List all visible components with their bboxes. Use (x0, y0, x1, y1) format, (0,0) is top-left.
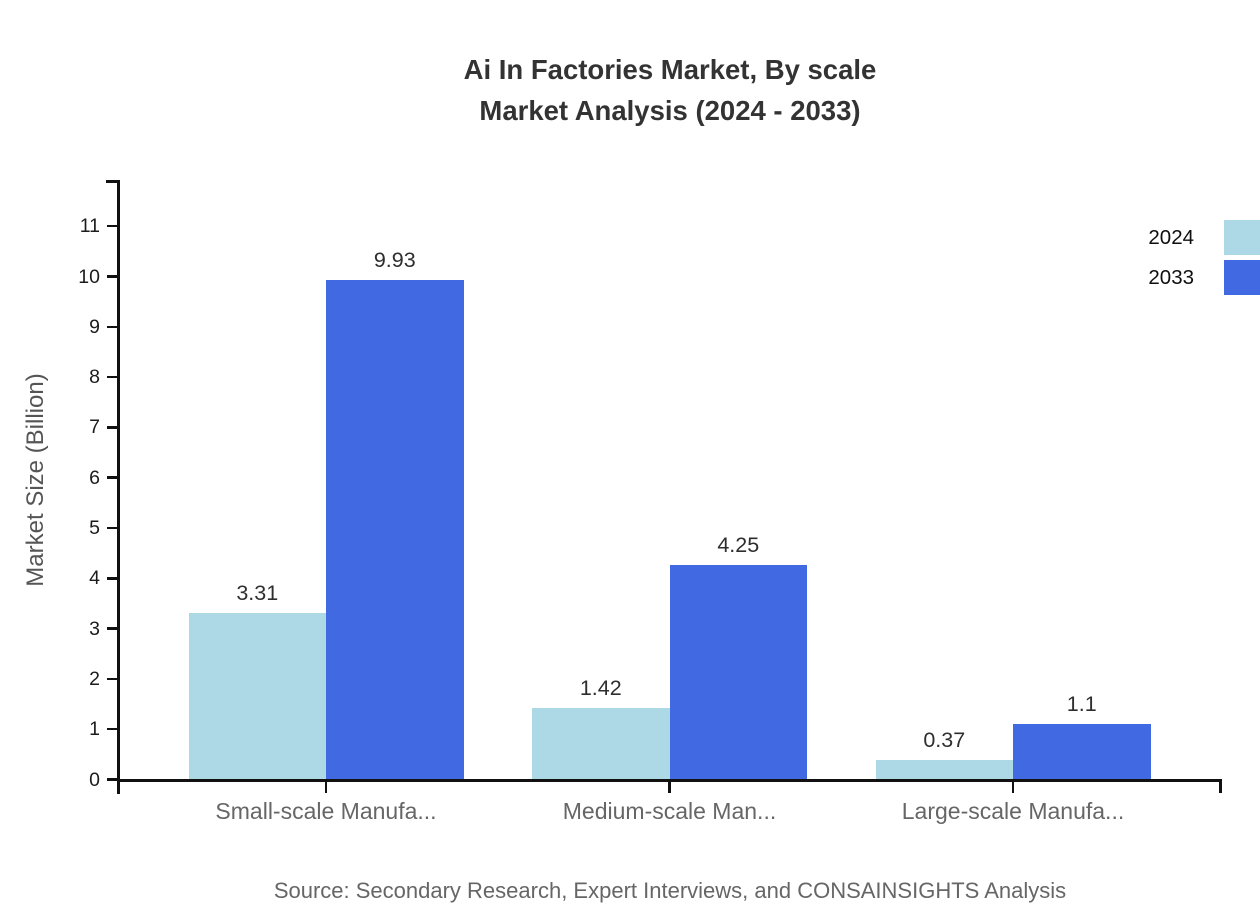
bar-value-label: 0.37 (923, 728, 966, 753)
y-axis-line (117, 180, 120, 794)
y-tick-label: 1 (89, 718, 100, 741)
y-tick-label: 7 (89, 416, 100, 439)
y-tick-mark (107, 577, 118, 580)
bar-2024-2 (532, 707, 670, 779)
bar-value-label: 1.42 (579, 675, 622, 700)
y-axis-end-tick (106, 180, 117, 183)
legend-swatch (1224, 260, 1260, 295)
y-tick-label: 2 (89, 667, 100, 690)
bar-value-label: 9.93 (373, 247, 416, 272)
x-category-label: Small-scale Manufa... (215, 798, 437, 824)
y-axis-title: Market Size (Billion) (22, 373, 49, 587)
y-tick-mark (107, 275, 118, 278)
x-category-label: Large-scale Manufa... (901, 798, 1125, 824)
y-tick-label: 0 (89, 768, 100, 791)
legend-label: 2033 (1148, 265, 1194, 289)
y-tick-label: 8 (89, 366, 100, 389)
bar-2024-3 (875, 760, 1013, 779)
x-axis-end-tick (1219, 779, 1222, 793)
x-tick-mark (1011, 779, 1015, 793)
x-tick-mark (668, 779, 671, 793)
bar-2033-1 (326, 279, 464, 779)
plot-area: 0 1 2 3 4 5 6 7 8 9 10 11 3.31 9.93 Small-scale Manufa… (78, 179, 1222, 824)
y-tick-label: 11 (79, 215, 100, 238)
bar-value-label: 3.31 (236, 580, 279, 605)
bar-value-label: 4.25 (717, 533, 760, 558)
legend-label: 2024 (1148, 225, 1194, 249)
y-tick-label: 4 (89, 567, 100, 590)
y-tick-mark (107, 727, 118, 731)
y-tick-mark (107, 526, 118, 530)
bar-value-label: 1.1 (1066, 691, 1097, 716)
legend-item-2033: 2033 (1148, 260, 1260, 295)
x-category-label: Medium-scale Man... (562, 798, 777, 824)
y-tick-mark (107, 325, 118, 329)
source-note: Source: Secondary Research, Expert Inter… (273, 878, 1067, 903)
legend: 2024 2033 (1148, 220, 1260, 300)
y-tick-mark (107, 778, 118, 781)
y-tick-label: 3 (89, 617, 100, 640)
y-tick-mark (107, 677, 118, 681)
y-tick-label: 10 (78, 265, 100, 288)
bar-2033-3 (1013, 723, 1151, 779)
legend-swatch (1224, 220, 1260, 255)
y-tick-mark (107, 627, 118, 630)
chart-title-line-1: Ai In Factories Market, By scale (463, 54, 877, 85)
y-tick-label: 9 (89, 315, 100, 338)
y-tick-label: 5 (89, 517, 100, 539)
y-tick-mark (107, 476, 118, 479)
bar-2024-1 (188, 612, 326, 779)
y-tick-mark (107, 224, 118, 228)
chart-title: Ai In Factories Market, By scale Market … (118, 49, 1222, 131)
legend-item-2024: 2024 (1148, 220, 1260, 255)
x-tick-mark (324, 779, 328, 793)
bar-2033-2 (669, 565, 807, 779)
y-tick-mark (107, 426, 118, 429)
y-tick-label: 6 (89, 466, 100, 489)
y-tick-mark (107, 375, 118, 379)
chart-title-line-2: Market Analysis (2024 - 2033) (479, 95, 861, 126)
